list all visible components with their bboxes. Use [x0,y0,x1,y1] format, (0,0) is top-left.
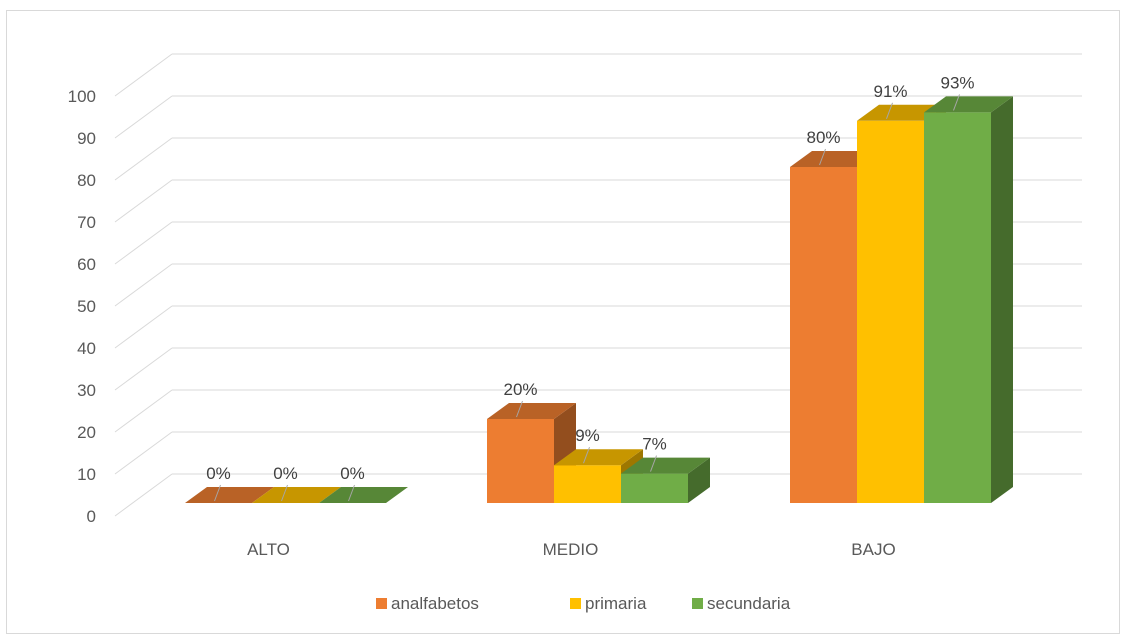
bar-front [487,419,554,503]
bar-primaria-alto [252,487,341,503]
bar-top [487,403,576,419]
bar-top [621,457,710,474]
bar-secundaria-alto [319,487,408,503]
x-category-label: BAJO [851,540,895,559]
data-label-leader [953,94,960,111]
gridline-diagonal [114,53,173,97]
legend-label-analfabetos: analfabetos [391,594,479,613]
gridline-diagonal [114,347,173,391]
bar-analfabetos-alto [185,487,274,503]
bar-top [185,487,274,503]
gridline-diagonal [114,179,173,223]
bars [185,96,1013,504]
bar-front [554,465,621,503]
bar-top [857,104,946,121]
y-tick-label: 70 [77,213,96,232]
gridline-diagonal [114,137,173,181]
bar-analfabetos-medio [487,403,576,503]
gridline-diagonal [114,221,173,265]
bar-front [621,473,688,503]
data-label-leader [516,400,523,418]
gridline-diagonal [114,431,173,475]
gridline-diagonal [114,305,173,349]
y-tick-label: 60 [77,255,96,274]
y-tick-label: 100 [68,87,96,106]
data-label-leader [281,484,288,502]
data-label: 20% [503,380,537,399]
data-label-leader [583,447,590,464]
x-axis-categories: ALTO MEDIO BAJO [247,540,896,559]
data-label: 0% [206,464,231,483]
data-labels: 0% 0% 0% 20% 9% 7% 80% 91% 93% [206,73,975,502]
x-category-label: ALTO [247,540,290,559]
y-tick-label: 40 [77,339,96,358]
legend: analfabetos primaria secundaria [376,594,791,613]
data-label: 0% [340,464,365,483]
data-label-leader [886,102,893,119]
gridline-diagonal [114,263,173,307]
y-tick-label: 50 [77,297,96,316]
data-label: 0% [273,464,298,483]
bar-top [319,487,408,503]
legend-label-secundaria: secundaria [707,594,791,613]
bar-side [688,457,710,503]
data-label: 7% [642,435,667,454]
bar-front [857,120,924,504]
data-label: 91% [873,82,907,101]
legend-swatch-secundaria [692,598,703,609]
bar-top [790,151,879,167]
y-axis-ticks: 0 10 20 30 40 50 60 70 80 90 100 [68,87,96,526]
y-tick-label: 80 [77,171,96,190]
y-tick-label: 90 [77,129,96,148]
bar-secundaria-bajo [924,96,1013,504]
data-label-leader [214,484,221,502]
data-label: 93% [940,73,974,92]
bar-top [554,449,643,466]
legend-swatch-analfabetos [376,598,387,609]
y-tick-label: 20 [77,423,96,442]
bar-front [924,112,991,504]
y-tick-label: 30 [77,381,96,400]
bar-front [790,167,857,503]
legend-label-primaria: primaria [585,594,647,613]
legend-swatch-primaria [570,598,581,609]
data-label-leader [348,484,355,502]
data-label-leader [650,455,657,472]
x-category-label: MEDIO [543,540,599,559]
data-label-leader [819,148,826,166]
bar-secundaria-medio [621,457,710,503]
data-label: 9% [575,426,600,445]
bar-top [252,487,341,503]
y-tick-label: 10 [77,465,96,484]
gridline-diagonal [114,389,173,433]
gridline-diagonal [114,95,173,139]
bar-side [991,96,1013,504]
bar-top [924,96,1013,113]
data-label: 80% [806,128,840,147]
y-tick-label: 0 [87,507,96,526]
gridline-diagonal [114,473,173,517]
